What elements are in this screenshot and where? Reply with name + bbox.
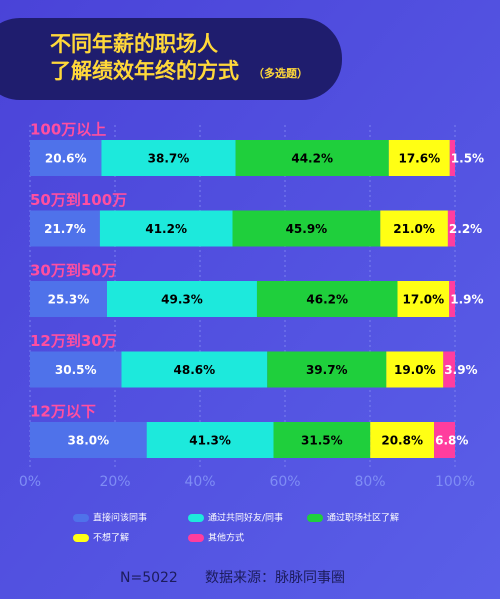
bar-segment: [397, 281, 450, 317]
x-tick-label: 40%: [184, 474, 215, 490]
bar-segment: [30, 140, 102, 176]
value-label: 30.5%: [55, 363, 97, 377]
legend-label: 直接问该同事: [93, 512, 147, 524]
legend-swatch: [73, 534, 89, 542]
bar-segment: [388, 140, 450, 176]
value-label: 17.6%: [398, 152, 440, 166]
chart-title: 不同年薪的职场人: [50, 32, 218, 56]
value-label: 25.3%: [48, 293, 90, 307]
value-label: 38.7%: [148, 152, 190, 166]
bar-segment: [146, 422, 274, 458]
value-label: 41.2%: [145, 222, 187, 236]
value-label: 21.0%: [393, 222, 435, 236]
category-label: 100万以上: [30, 121, 106, 139]
bar-segment: [443, 351, 455, 388]
bar-segment: [106, 281, 257, 317]
legend-swatch: [307, 514, 323, 522]
bar-segment: [370, 422, 435, 458]
bar-segment: [30, 210, 100, 247]
value-label: 20.6%: [45, 152, 87, 166]
legend-swatch: [188, 514, 204, 522]
bar-segment: [99, 210, 233, 247]
title-box: [0, 18, 342, 100]
value-label: 17.0%: [403, 293, 445, 307]
value-label: 44.2%: [291, 152, 333, 166]
x-tick-label: 20%: [99, 474, 130, 490]
x-tick-label: 100%: [435, 474, 475, 490]
bar-segment: [30, 351, 122, 388]
value-label: 39.7%: [306, 363, 348, 377]
bar-segment: [256, 281, 398, 317]
bar-segment: [121, 351, 268, 388]
value-label: 2.2%: [449, 222, 482, 236]
value-label: 6.8%: [435, 434, 468, 448]
chart-subtitle: （多选题）: [253, 66, 308, 80]
source: 数据来源：脉脉同事圈: [205, 570, 345, 586]
value-label: 3.9%: [444, 363, 477, 377]
x-tick-label: 80%: [354, 474, 385, 490]
bar-segment: [386, 351, 444, 388]
value-label: 31.5%: [301, 434, 343, 448]
bar-segment: [101, 140, 236, 176]
bar-segment: [30, 422, 147, 458]
sample-size: N=5022: [120, 570, 178, 586]
bar-segment: [235, 140, 389, 176]
legend-label: 不想了解: [93, 532, 129, 544]
chart-title: 了解绩效年终的方式: [50, 59, 239, 83]
bar-segment: [30, 281, 107, 317]
value-label: 48.6%: [174, 363, 216, 377]
legend-swatch: [188, 534, 204, 542]
category-label: 50万到100万: [30, 191, 127, 209]
value-label: 19.0%: [394, 363, 436, 377]
bar-segment: [449, 140, 455, 176]
x-tick-label: 60%: [269, 474, 300, 490]
category-label: 30万到50万: [30, 262, 117, 280]
legend-label: 其他方式: [208, 532, 244, 544]
legend-swatch: [73, 514, 89, 522]
bar-segment: [380, 210, 448, 247]
category-label: 12万以下: [30, 403, 96, 421]
value-label: 1.5%: [451, 152, 484, 166]
bar-segment: [434, 422, 455, 458]
bar-segment: [273, 422, 371, 458]
value-label: 20.8%: [381, 434, 423, 448]
x-tick-label: 0%: [19, 474, 41, 490]
bar-segment: [232, 210, 381, 247]
bar-segment: [449, 281, 455, 317]
value-label: 49.3%: [161, 293, 203, 307]
bar-segment: [447, 210, 455, 247]
legend-label: 通过职场社区了解: [327, 512, 399, 524]
legend-label: 通过共同好友/同事: [208, 512, 283, 524]
bar-segment: [267, 351, 387, 388]
category-label: 12万到30万: [30, 332, 117, 350]
value-label: 38.0%: [68, 434, 110, 448]
value-label: 1.9%: [450, 293, 483, 307]
value-label: 45.9%: [286, 222, 328, 236]
value-label: 41.3%: [189, 434, 231, 448]
value-label: 21.7%: [44, 222, 86, 236]
value-label: 46.2%: [306, 293, 348, 307]
